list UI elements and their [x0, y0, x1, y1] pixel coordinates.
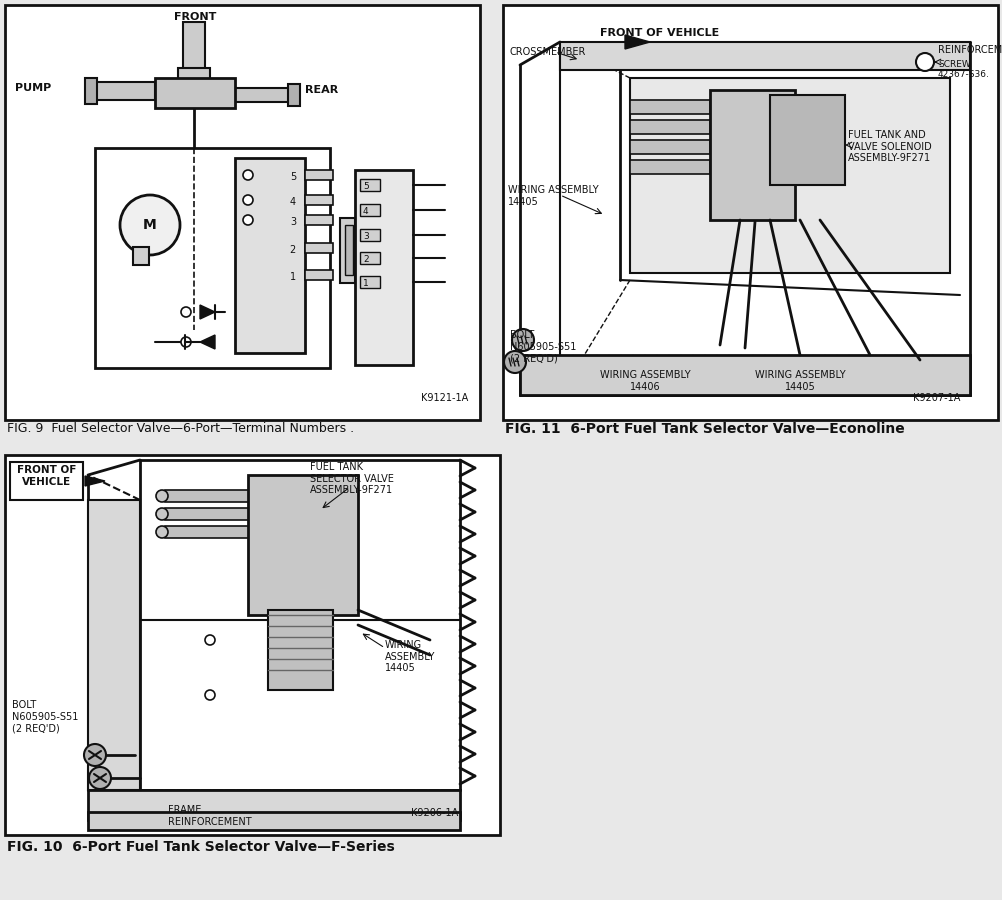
Text: K9206-1A: K9206-1A: [411, 808, 458, 818]
Circle shape: [204, 690, 214, 700]
Bar: [305, 243, 333, 253]
Bar: [305, 270, 333, 280]
Bar: [88, 790, 460, 820]
Bar: [770, 95, 844, 185]
Bar: [340, 218, 355, 283]
Text: M: M: [143, 218, 156, 232]
Text: WIRING
ASSEMBLY
14405: WIRING ASSEMBLY 14405: [385, 640, 435, 673]
Bar: [305, 170, 333, 180]
Bar: [88, 812, 460, 830]
Polygon shape: [85, 476, 105, 486]
Text: FIG. 11  6-Port Fuel Tank Selector Valve—Econoline: FIG. 11 6-Port Fuel Tank Selector Valve—…: [504, 422, 904, 436]
Circle shape: [89, 767, 111, 789]
Circle shape: [120, 195, 179, 255]
Text: BOLT
N605905-S51
(2 REQ'D): BOLT N605905-S51 (2 REQ'D): [12, 700, 78, 734]
Text: FRONT OF
VEHICLE: FRONT OF VEHICLE: [17, 465, 76, 487]
Circle shape: [180, 337, 190, 347]
Bar: [165, 508, 249, 520]
Text: WIRING ASSEMBLY
14405: WIRING ASSEMBLY 14405: [507, 185, 598, 207]
Bar: [360, 204, 380, 216]
Bar: [629, 78, 949, 273]
Text: CROSSMEMBER: CROSSMEMBER: [509, 47, 586, 57]
Text: 5: 5: [363, 182, 369, 191]
Circle shape: [242, 215, 253, 225]
Circle shape: [503, 351, 525, 373]
Bar: [10, 462, 83, 500]
Bar: [360, 252, 380, 264]
Text: WIRING ASSEMBLY
14405: WIRING ASSEMBLY 14405: [754, 370, 845, 392]
Bar: [182, 22, 204, 72]
Bar: [234, 158, 305, 353]
Text: FRONT: FRONT: [173, 12, 216, 22]
Bar: [247, 475, 358, 615]
Text: REINFORCEMENT: REINFORCEMENT: [937, 45, 1002, 55]
Bar: [355, 170, 413, 365]
Text: FUEL TANK AND
VALVE SOLENOID
ASSEMBLY-9F271: FUEL TANK AND VALVE SOLENOID ASSEMBLY-9F…: [847, 130, 931, 163]
Text: SCREW
42367-S36.: SCREW 42367-S36.: [937, 60, 989, 79]
Text: FUEL TANK
SELECTOR VALVE
ASSEMBLY-9F271: FUEL TANK SELECTOR VALVE ASSEMBLY-9F271: [310, 462, 394, 495]
Text: 4: 4: [290, 197, 296, 207]
Bar: [95, 148, 330, 368]
Text: REAR: REAR: [305, 85, 338, 95]
Text: K9121-1A: K9121-1A: [420, 393, 468, 403]
Text: 1: 1: [363, 279, 369, 288]
Polygon shape: [199, 305, 214, 319]
Text: WIRING ASSEMBLY
14406: WIRING ASSEMBLY 14406: [599, 370, 689, 392]
Bar: [5, 5, 480, 420]
Text: FRONT OF VEHICLE: FRONT OF VEHICLE: [600, 28, 718, 38]
Text: 1: 1: [290, 272, 296, 282]
Bar: [305, 215, 333, 225]
Bar: [95, 82, 155, 100]
Bar: [177, 68, 209, 86]
Bar: [234, 88, 290, 102]
Bar: [5, 455, 500, 835]
Bar: [629, 160, 709, 174]
Text: 2: 2: [363, 255, 369, 264]
Text: K9207-1A: K9207-1A: [912, 393, 959, 403]
Bar: [345, 225, 353, 275]
Bar: [502, 5, 997, 420]
Circle shape: [242, 170, 253, 180]
Bar: [155, 78, 234, 108]
Text: 3: 3: [290, 217, 296, 227]
Bar: [165, 490, 249, 502]
Bar: [360, 276, 380, 288]
Circle shape: [204, 635, 214, 645]
Text: FRAME
REINFORCEMENT: FRAME REINFORCEMENT: [167, 805, 252, 826]
Polygon shape: [199, 335, 214, 349]
Text: PUMP: PUMP: [15, 83, 51, 93]
Circle shape: [156, 508, 167, 520]
Circle shape: [242, 195, 253, 205]
Text: 2: 2: [290, 245, 296, 255]
Bar: [268, 610, 333, 690]
Bar: [559, 42, 969, 70]
Polygon shape: [624, 35, 649, 49]
Bar: [305, 195, 333, 205]
Bar: [360, 179, 380, 191]
Bar: [133, 247, 149, 265]
Circle shape: [915, 53, 933, 71]
Text: 5: 5: [290, 172, 296, 182]
Bar: [288, 84, 300, 106]
Text: BOLT
N605905-S51
(2 REQ'D): BOLT N605905-S51 (2 REQ'D): [509, 330, 576, 364]
Text: FIG. 9  Fuel Selector Valve—6-Port—Terminal Numbers .: FIG. 9 Fuel Selector Valve—6-Port—Termin…: [7, 422, 354, 435]
Text: FIG. 10  6-Port Fuel Tank Selector Valve—F-Series: FIG. 10 6-Port Fuel Tank Selector Valve—…: [7, 840, 395, 854]
Bar: [165, 526, 249, 538]
Text: 4: 4: [363, 207, 369, 216]
Circle shape: [84, 744, 106, 766]
Bar: [88, 500, 140, 790]
Bar: [629, 100, 709, 114]
Bar: [709, 90, 795, 220]
Bar: [360, 229, 380, 241]
Circle shape: [511, 329, 533, 351]
Bar: [85, 78, 97, 104]
Bar: [519, 355, 969, 395]
Bar: [629, 120, 709, 134]
Bar: [629, 140, 709, 154]
Circle shape: [156, 526, 167, 538]
Text: 3: 3: [363, 232, 369, 241]
Circle shape: [180, 307, 190, 317]
Circle shape: [156, 490, 167, 502]
